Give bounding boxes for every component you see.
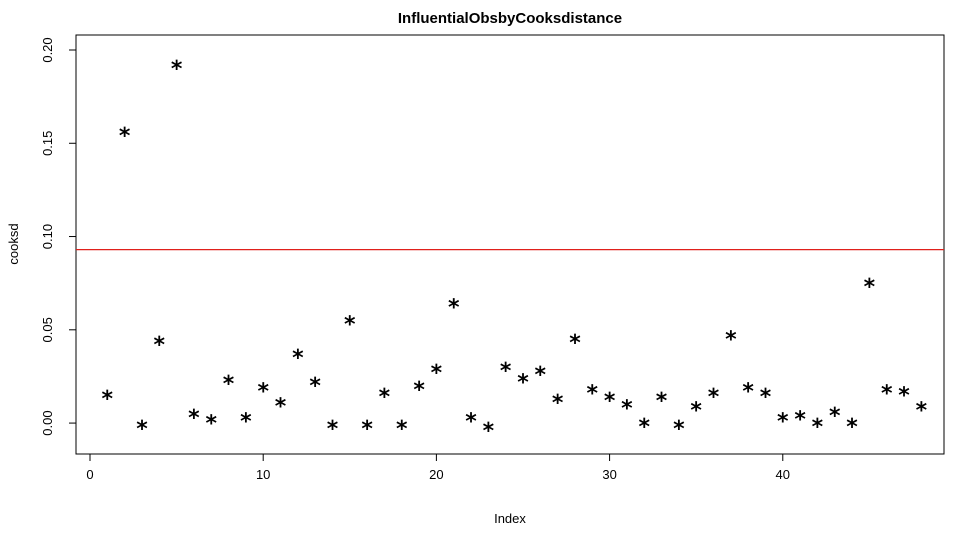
data-point: * [569,331,581,356]
data-point: * [673,417,685,442]
data-point: * [552,391,564,416]
data-point: * [500,359,512,384]
data-point: * [535,363,547,388]
data-point: * [309,374,321,399]
data-point: * [188,406,200,431]
data-point: * [431,361,443,386]
data-point: * [240,409,252,434]
data-point: * [448,296,460,321]
data-point: * [690,398,702,423]
axes: 0 10 20 30 40 0.00 0.05 0.10 0.15 0.20 [40,37,790,482]
data-point: * [465,409,477,434]
data-point: * [327,417,339,442]
x-tick-label: 20 [429,467,443,482]
data-point: * [361,417,373,442]
data-point: * [760,385,772,410]
data-point: * [587,382,599,407]
data-point: * [171,57,183,82]
data-points: ****** **************** ** * **** * ******** **… [102,57,928,444]
data-point: * [829,404,841,429]
y-tick-label: 0.10 [40,224,55,249]
data-point: * [413,378,425,403]
data-point: * [638,415,650,440]
data-point: * [517,370,529,395]
data-point: * [916,398,928,423]
data-point: * [708,385,720,410]
data-point: * [621,396,633,421]
data-point: * [396,417,408,442]
data-point: * [292,346,304,371]
data-point: * [344,312,356,337]
y-axis-label: cooksd [6,223,21,264]
y-tick-label: 0.05 [40,317,55,342]
data-point: * [379,385,391,410]
data-point: * [777,409,789,434]
data-point: * [119,124,131,149]
data-point: * [205,411,217,436]
plot-area [75,34,945,455]
x-tick-label: 10 [256,467,270,482]
data-point: * [483,419,495,444]
data-point: * [102,387,114,412]
data-point: * [846,415,858,440]
data-point: * [223,372,235,397]
data-point: * [864,275,876,300]
data-point: * [881,382,893,407]
data-point: * [154,333,166,358]
data-point: * [725,327,737,352]
data-point: * [604,389,616,414]
y-tick-label: 0.20 [40,37,55,62]
x-axis-label: Index [494,511,526,526]
chart-title: InfluentialObsbyCooksdistance [398,10,622,27]
data-point: * [257,380,269,405]
x-tick-label: 40 [776,467,790,482]
data-point: * [136,417,148,442]
y-tick-label: 0.15 [40,131,55,156]
data-point: * [742,380,754,405]
data-point: * [275,395,287,420]
data-point: * [812,415,824,440]
data-point: * [794,408,806,433]
data-point: * [656,389,668,414]
x-tick-label: 0 [86,467,93,482]
y-tick-label: 0.00 [40,410,55,435]
data-point: * [898,383,910,408]
x-tick-label: 30 [602,467,616,482]
